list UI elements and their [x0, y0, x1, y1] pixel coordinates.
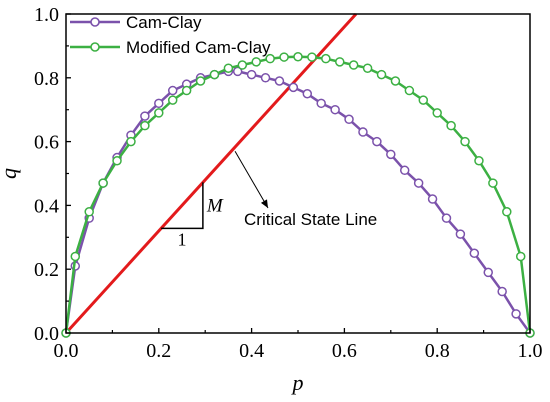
data-point-modified-cam-clay — [293, 51, 303, 62]
plot-frame — [65, 13, 531, 334]
x-tick-label: 1.0 — [518, 340, 543, 362]
axes — [65, 13, 531, 334]
data-point-modified-cam-clay — [167, 95, 178, 105]
data-point-modified-cam-clay — [418, 95, 429, 105]
legend-label-cam-clay: Cam-Clay — [126, 13, 202, 32]
data-point-modified-cam-clay — [432, 108, 442, 118]
data-point-modified-cam-clay — [154, 108, 164, 118]
data-point-cam-clay — [330, 104, 340, 115]
data-point-cam-clay — [427, 194, 438, 204]
y-tick-label: 0.8 — [34, 68, 59, 90]
data-point-modified-cam-clay — [181, 85, 192, 96]
data-point-modified-cam-clay — [404, 85, 415, 96]
y-axis-title: q — [0, 168, 21, 179]
y-tick-label: 0.4 — [34, 195, 59, 217]
y-tick-label: 0.0 — [34, 323, 59, 345]
data-point-modified-cam-clay — [223, 63, 234, 73]
data-point-cam-clay — [497, 286, 507, 297]
data-point-cam-clay — [441, 213, 452, 223]
series-line-cam-clay — [64, 70, 532, 334]
data-point-modified-cam-clay — [376, 69, 387, 80]
data-point-modified-cam-clay — [279, 52, 289, 62]
data-point-cam-clay — [302, 89, 313, 99]
data-point-cam-clay — [483, 267, 493, 278]
x-axis-title: p — [291, 370, 304, 395]
data-point-cam-clay — [260, 73, 271, 83]
legend-marker-cam-clay — [90, 17, 100, 27]
legend-item-modified-cam-clay: Modified Cam-Clay — [70, 38, 271, 57]
data-point-cam-clay — [140, 111, 150, 121]
data-point-modified-cam-clay — [307, 52, 317, 62]
data-point-modified-cam-clay — [265, 53, 275, 64]
data-point-modified-cam-clay — [348, 60, 359, 70]
data-point-cam-clay — [344, 114, 354, 125]
critical-state-annotation: 1 M Critical State Line — [161, 151, 377, 249]
x-tick-label: 0.6 — [332, 340, 357, 362]
ticks: 0.0 0.2 0.4 0.6 0.8 1.0 0.0 0.2 0.4 0.6 0.8 1.0 — [34, 4, 543, 362]
data-point-cam-clay — [232, 66, 243, 77]
x-tick-label: 0.8 — [425, 340, 450, 362]
data-point-modified-cam-clay — [390, 76, 401, 86]
data-point-cam-clay — [316, 98, 326, 109]
data-point-cam-clay — [511, 309, 521, 319]
data-point-modified-cam-clay — [474, 155, 484, 166]
data-point-modified-cam-clay — [112, 155, 122, 166]
slope-rise-label: M — [206, 195, 224, 216]
legend-marker-modified-cam-clay — [90, 42, 100, 52]
data-point-modified-cam-clay — [460, 136, 470, 147]
data-point-modified-cam-clay — [195, 76, 206, 86]
data-point-modified-cam-clay — [515, 251, 526, 262]
data-point-cam-clay — [455, 229, 466, 239]
data-point-cam-clay — [246, 69, 257, 80]
legend-item-cam-clay: Cam-Clay — [70, 13, 202, 32]
data-point-cam-clay — [469, 248, 480, 258]
data-point-modified-cam-clay — [84, 207, 94, 217]
data-point-cam-clay — [413, 178, 424, 188]
data-point-modified-cam-clay — [98, 178, 108, 188]
slope-triangle — [161, 182, 204, 230]
legend-label-modified-cam-clay: Modified Cam-Clay — [126, 38, 271, 57]
data-point-modified-cam-clay — [140, 120, 150, 131]
data-point-modified-cam-clay — [488, 178, 498, 188]
data-point-cam-clay — [386, 149, 396, 160]
critical-state-line-label: Critical State Line — [244, 210, 377, 229]
critical-state-arrowhead — [260, 199, 268, 208]
data-point-modified-cam-clay — [251, 57, 261, 67]
critical-state-arrow — [234, 151, 269, 209]
data-point-modified-cam-clay — [335, 57, 345, 67]
data-point-cam-clay — [274, 76, 285, 86]
data-point-modified-cam-clay — [209, 69, 220, 80]
data-point-cam-clay — [288, 82, 299, 93]
x-tick-label: 0.4 — [239, 340, 264, 362]
data-point-cam-clay — [372, 136, 382, 147]
data-point-modified-cam-clay — [126, 136, 136, 147]
data-point-modified-cam-clay — [237, 60, 248, 70]
y-tick-label: 1.0 — [34, 4, 59, 26]
data-point-modified-cam-clay — [446, 120, 456, 131]
data-point-cam-clay — [154, 98, 164, 109]
data-point-modified-cam-clay — [70, 251, 81, 262]
y-tick-label: 0.2 — [34, 259, 59, 281]
data-point-modified-cam-clay — [362, 63, 373, 73]
legend: Cam-Clay Modified Cam-Clay — [70, 13, 271, 57]
critical-state-line — [64, 12, 358, 335]
data-point-modified-cam-clay — [321, 53, 331, 64]
y-tick-label: 0.6 — [34, 132, 59, 154]
data-point-modified-cam-clay — [502, 207, 512, 217]
data-point-cam-clay — [358, 127, 368, 137]
series-line-modified-cam-clay — [64, 55, 532, 334]
slope-run-label: 1 — [178, 229, 187, 249]
data-point-cam-clay — [399, 165, 410, 176]
plot-area — [61, 12, 535, 338]
x-tick-label: 0.2 — [146, 340, 171, 362]
data-point-cam-clay — [167, 85, 178, 96]
x-tick-label: 0.0 — [54, 340, 79, 362]
